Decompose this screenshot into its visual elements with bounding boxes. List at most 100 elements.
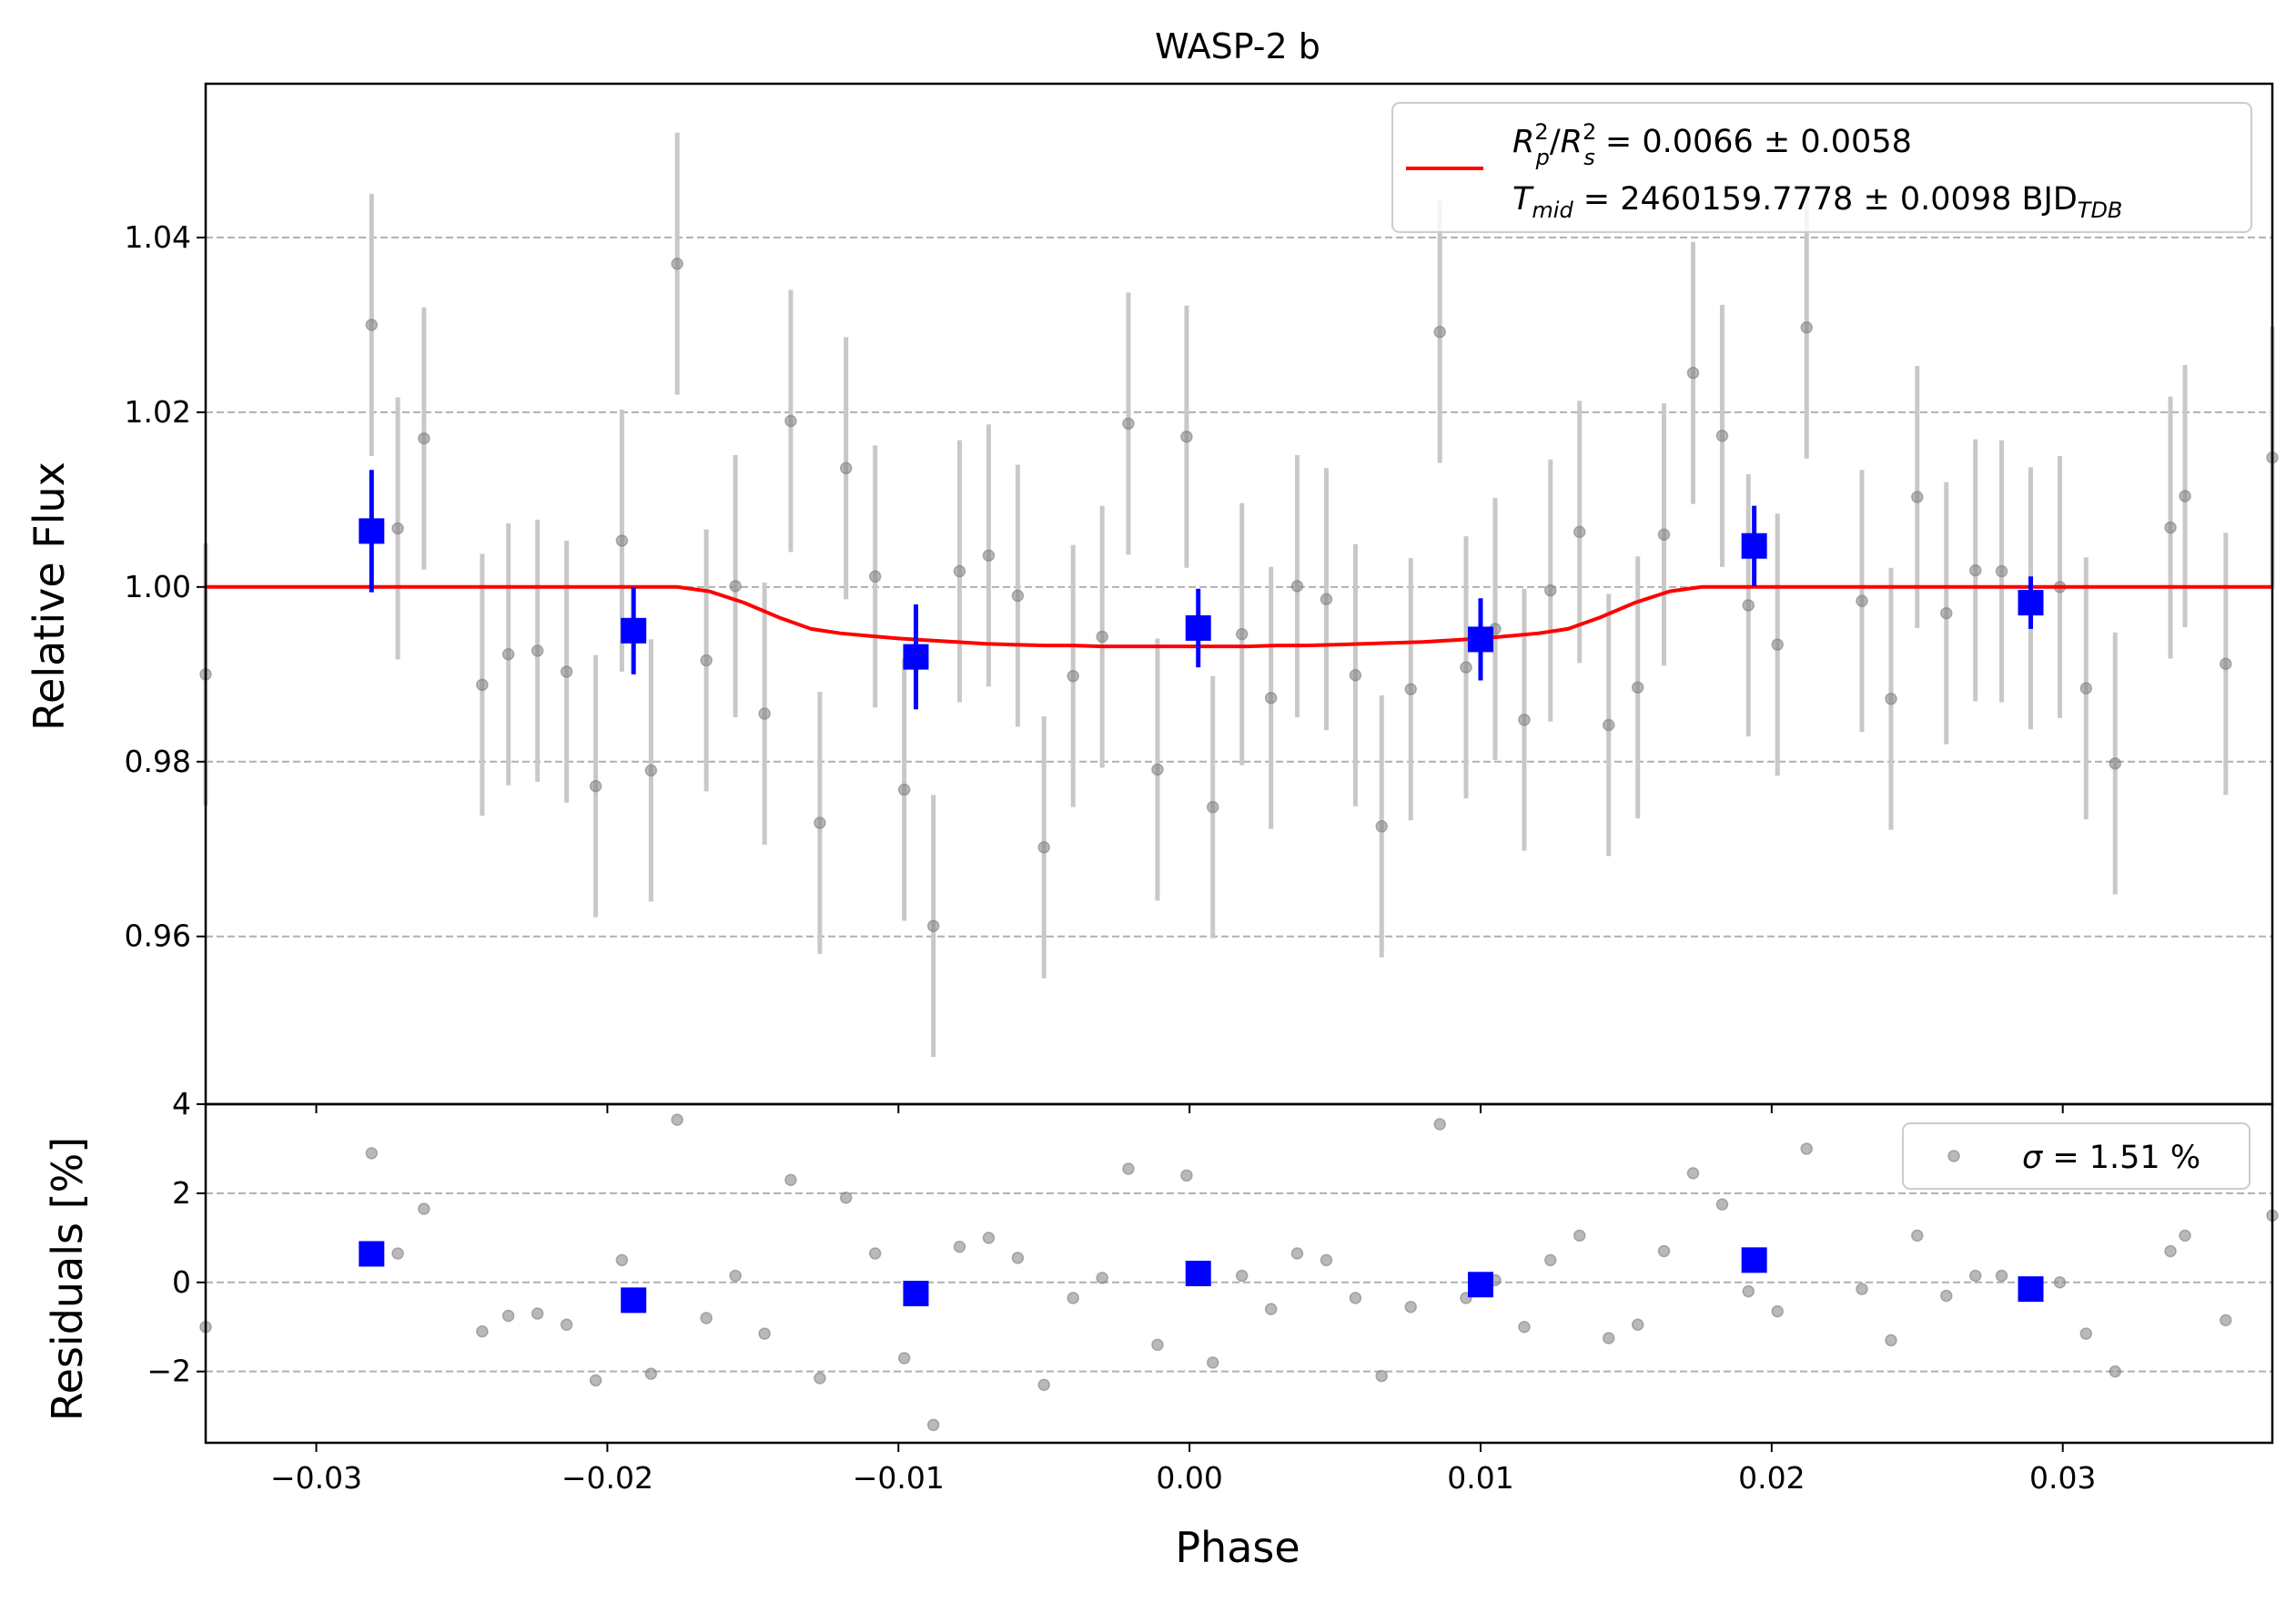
raw-point: [1375, 820, 1388, 833]
raw-point: [2109, 756, 2122, 770]
light-curve-panel: 0.96 0.98 1.00 1.02 1.04 Relative Flux R2 p/R…: [25, 82, 2279, 1113]
raw-point: [814, 817, 826, 829]
raw-point: [1856, 594, 1868, 607]
residual-point: [926, 1418, 940, 1432]
residual-point: [1631, 1318, 1644, 1332]
residual-point: [1433, 1118, 1446, 1131]
raw-points: [199, 257, 2279, 932]
residual-point: [1800, 1142, 1813, 1155]
raw-point: [1742, 599, 1755, 612]
residual-point: [501, 1309, 515, 1323]
raw-point: [1349, 669, 1362, 682]
residual-point: [1686, 1167, 1700, 1180]
residual-point: [1968, 1269, 1982, 1283]
model-legend: R2 p/R2 s = 0.0066 ± 0.0058 Tmid = 2460159…: [1391, 102, 2252, 233]
binned-point: [621, 617, 647, 644]
residual-point: [1011, 1252, 1025, 1264]
residual-point: [1940, 1289, 1953, 1303]
residual-point: [982, 1232, 996, 1244]
residual-point: [1264, 1303, 1278, 1315]
binned-residual-points: [359, 1241, 2044, 1314]
top-y-ticks: 0.96 0.98 1.00 1.02 1.04: [125, 219, 206, 954]
top-y-tick-label: 1.04: [125, 219, 191, 255]
raw-point: [531, 644, 544, 657]
top-y-tick-label: 1.02: [125, 394, 191, 430]
residual-point: [1290, 1247, 1304, 1260]
raw-point: [2079, 682, 2093, 695]
residual-point: [1771, 1304, 1784, 1318]
residual-point: [953, 1240, 966, 1253]
residual-point: [1518, 1320, 1531, 1334]
residual-point: [1151, 1338, 1164, 1352]
raw-point: [1686, 366, 1700, 380]
binned-residual-point: [2018, 1276, 2044, 1303]
transit-model-line: [206, 584, 2272, 649]
raw-point: [391, 522, 404, 535]
raw-point: [1122, 417, 1135, 431]
residual-point: [1995, 1269, 2008, 1283]
raw-point: [1264, 691, 1278, 705]
raw-point: [1800, 321, 1813, 334]
raw-point: [700, 654, 713, 667]
residual-point: [1543, 1253, 1557, 1267]
residual-point: [700, 1312, 713, 1324]
residual-point: [476, 1324, 489, 1338]
residual-point: [1206, 1356, 1219, 1369]
raw-point: [1011, 589, 1025, 603]
residual-point: [1573, 1229, 1586, 1243]
raw-point: [1404, 683, 1417, 695]
binned-point: [1185, 614, 1211, 641]
raw-point: [1206, 800, 1219, 814]
residual-point: [897, 1352, 911, 1365]
residual-point: [758, 1327, 771, 1340]
residual-point: [2053, 1276, 2067, 1289]
raw-point: [1460, 661, 1472, 674]
residual-point: [1602, 1332, 1615, 1344]
raw-point: [1715, 430, 1729, 442]
raw-point: [501, 647, 515, 661]
residual-point: [868, 1247, 882, 1260]
residual-point: [2179, 1229, 2191, 1243]
bottom-axes-frame: [204, 1102, 2274, 1445]
residual-point: [1096, 1272, 1108, 1284]
binned-residual-point: [621, 1287, 647, 1314]
raw-point: [953, 564, 966, 578]
residual-point: [365, 1147, 379, 1160]
residual-point: [1375, 1369, 1388, 1383]
residual-point: [671, 1113, 683, 1126]
raw-point: [1151, 763, 1164, 776]
residual-point: [1657, 1244, 1671, 1258]
residual-point: [1742, 1284, 1755, 1298]
residual-points: [199, 1113, 2279, 1432]
residual-point: [729, 1269, 742, 1283]
bottom-y-tick-label: 4: [172, 1086, 191, 1121]
raw-point: [2164, 521, 2177, 534]
residual-point: [1349, 1292, 1362, 1304]
raw-point: [926, 919, 940, 932]
residual-point: [1235, 1269, 1249, 1283]
raw-point: [1067, 669, 1079, 683]
sigma-legend-marker: [1947, 1150, 1960, 1162]
raw-point: [589, 779, 602, 793]
bottom-x-ticks: −0.03 −0.02 −0.01 0.00 0.01 0.02 0.03: [270, 1443, 2096, 1496]
raw-point: [897, 783, 911, 796]
raw-point: [839, 462, 853, 475]
residual-point: [418, 1202, 430, 1215]
raw-point: [1968, 563, 1982, 577]
residuals-panel: −2 0 2 4 −0.03 −0.02 −0.01 0.00 0.01 0.02 0.03 Re…: [43, 1086, 2279, 1572]
residual-point: [1715, 1198, 1729, 1211]
residual-point: [1856, 1283, 1868, 1295]
raw-point: [982, 549, 996, 563]
legend-line-1: R2 p/R2 s = 0.0066 ± 0.0058: [1512, 119, 1912, 170]
bottom-x-tick-label: 0.02: [1738, 1460, 1805, 1496]
residual-point: [814, 1372, 826, 1385]
raw-point: [1518, 713, 1531, 726]
residual-point: [1885, 1334, 1897, 1347]
raw-point: [644, 764, 658, 777]
binned-point: [359, 518, 385, 544]
raw-point: [1602, 718, 1615, 732]
x-axis-label: Phase: [1175, 1523, 1300, 1572]
raw-point: [868, 570, 882, 583]
binned-residual-point: [359, 1241, 385, 1267]
